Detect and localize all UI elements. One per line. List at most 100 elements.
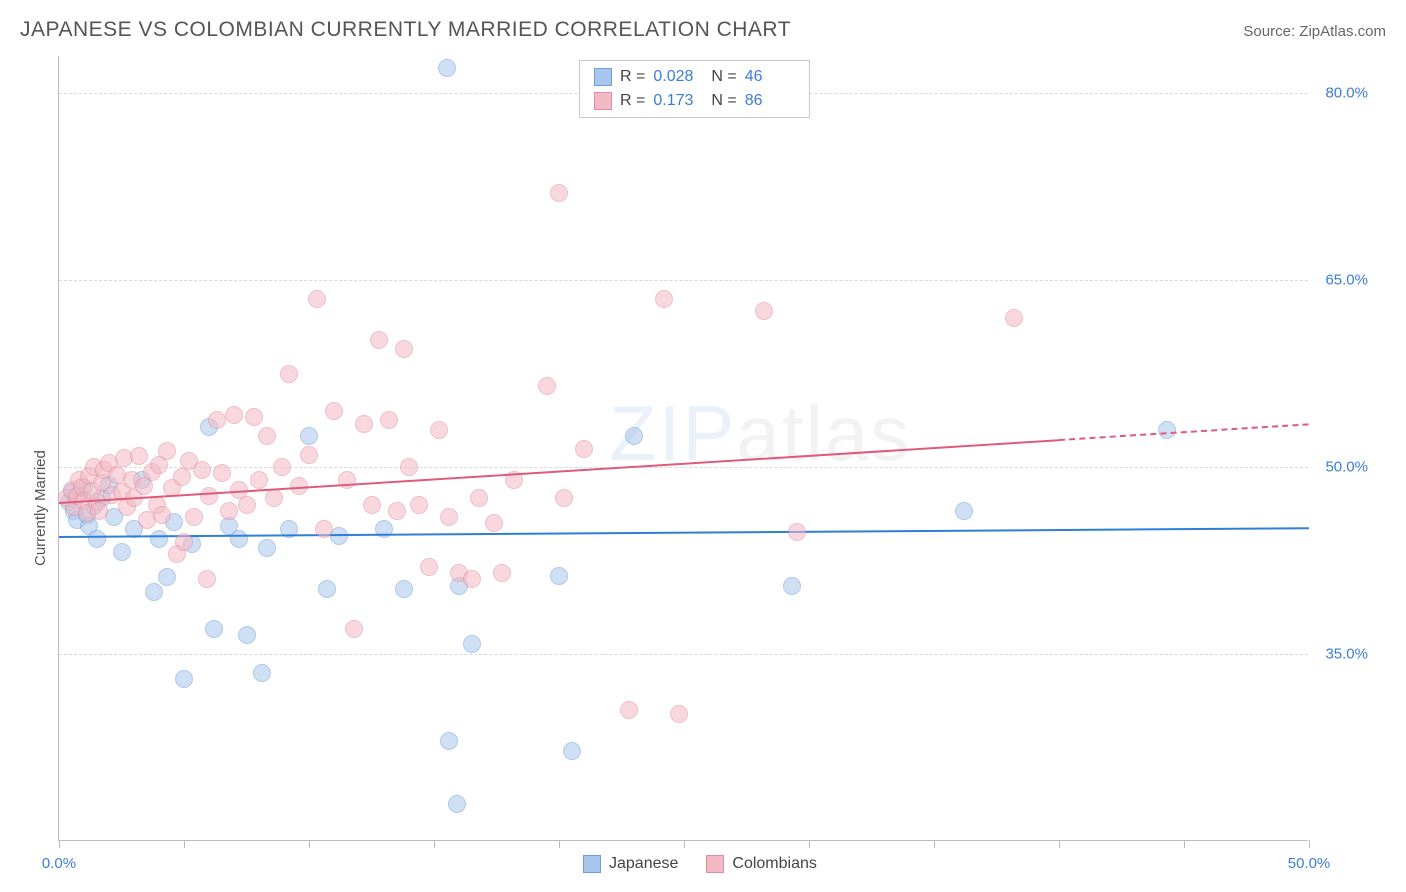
legend-r-label: R = (620, 68, 645, 86)
data-point-colombians (173, 468, 191, 486)
data-point-colombians (325, 402, 343, 420)
source-name: ZipAtlas.com (1299, 23, 1386, 40)
data-point-colombians (430, 421, 448, 439)
x-tick-mark (184, 840, 185, 848)
legend-series-item-japanese: Japanese (583, 855, 678, 873)
data-point-colombians (755, 302, 773, 320)
data-point-colombians (463, 570, 481, 588)
x-tick-mark (1309, 840, 1310, 848)
data-point-colombians (245, 408, 263, 426)
data-point-colombians (258, 427, 276, 445)
source-prefix: Source: (1243, 23, 1299, 40)
data-point-colombians (250, 471, 268, 489)
data-point-japanese (438, 59, 456, 77)
data-point-japanese (230, 530, 248, 548)
data-point-colombians (388, 502, 406, 520)
data-point-colombians (550, 184, 568, 202)
legend-n-label: N = (711, 92, 736, 110)
data-point-colombians (380, 411, 398, 429)
data-point-japanese (625, 427, 643, 445)
legend-series-item-colombians: Colombians (706, 855, 816, 873)
y-tick-label: 80.0% (1325, 85, 1368, 102)
data-point-colombians (158, 442, 176, 460)
x-tick-mark (934, 840, 935, 848)
data-point-colombians (308, 290, 326, 308)
legend-swatch-colombians (706, 855, 724, 873)
gridline (59, 280, 1308, 281)
legend-n-label: N = (711, 68, 736, 86)
legend-series-label: Colombians (732, 855, 816, 873)
data-point-colombians (300, 446, 318, 464)
data-point-colombians (185, 508, 203, 526)
legend-swatch-japanese (594, 68, 612, 86)
data-point-japanese (258, 539, 276, 557)
x-tick-mark (684, 840, 685, 848)
data-point-colombians (220, 502, 238, 520)
x-tick-label: 50.0% (1288, 855, 1331, 872)
data-point-colombians (238, 496, 256, 514)
x-tick-mark (59, 840, 60, 848)
data-point-japanese (113, 543, 131, 561)
data-point-japanese (550, 567, 568, 585)
trend-line-japanese (59, 527, 1309, 538)
data-point-japanese (1158, 421, 1176, 439)
data-point-japanese (238, 626, 256, 644)
gridline (59, 467, 1308, 468)
data-point-colombians (370, 331, 388, 349)
x-tick-mark (434, 840, 435, 848)
data-point-colombians (315, 520, 333, 538)
data-point-japanese (463, 635, 481, 653)
data-point-japanese (175, 670, 193, 688)
data-point-colombians (788, 523, 806, 541)
legend-series: Japanese Colombians (583, 855, 817, 873)
data-point-colombians (225, 406, 243, 424)
legend-r-label: R = (620, 92, 645, 110)
legend-stats-row-colombians: R = 0.173 N = 86 (580, 89, 809, 113)
data-point-colombians (363, 496, 381, 514)
data-point-colombians (153, 506, 171, 524)
data-point-japanese (150, 530, 168, 548)
x-tick-label: 0.0% (42, 855, 76, 872)
data-point-japanese (253, 664, 271, 682)
scatter-chart: Currently Married 35.0%50.0%65.0%80.0%0.… (20, 56, 1386, 886)
data-point-japanese (440, 732, 458, 750)
legend-n-value: 86 (745, 92, 795, 110)
plot-area: 35.0%50.0%65.0%80.0%0.0%50.0%ZIPatlasR =… (58, 56, 1308, 841)
data-point-colombians (213, 464, 231, 482)
data-point-colombians (265, 489, 283, 507)
data-point-japanese (88, 530, 106, 548)
x-tick-mark (1059, 840, 1060, 848)
data-point-japanese (448, 795, 466, 813)
data-point-colombians (400, 458, 418, 476)
y-tick-label: 65.0% (1325, 272, 1368, 289)
legend-stats: R =0.028N =46R =0.173N =86 (579, 60, 810, 118)
gridline (59, 654, 1308, 655)
y-tick-label: 50.0% (1325, 459, 1368, 476)
data-point-colombians (355, 415, 373, 433)
x-tick-mark (809, 840, 810, 848)
data-point-colombians (198, 570, 216, 588)
data-point-japanese (783, 577, 801, 595)
data-point-colombians (440, 508, 458, 526)
x-tick-mark (1184, 840, 1185, 848)
data-point-colombians (90, 502, 108, 520)
data-point-colombians (280, 365, 298, 383)
legend-stats-row-japanese: R =0.028N =46 (580, 65, 809, 89)
data-point-colombians (493, 564, 511, 582)
chart-title: JAPANESE VS COLOMBIAN CURRENTLY MARRIED … (20, 18, 791, 42)
data-point-japanese (395, 580, 413, 598)
data-point-japanese (205, 620, 223, 638)
data-point-colombians (655, 290, 673, 308)
data-point-japanese (955, 502, 973, 520)
data-point-colombians (485, 514, 503, 532)
data-point-colombians (208, 411, 226, 429)
data-point-japanese (300, 427, 318, 445)
data-point-colombians (1005, 309, 1023, 327)
legend-n-value: 46 (745, 68, 795, 86)
legend-r-value: 0.173 (653, 92, 703, 110)
data-point-colombians (575, 440, 593, 458)
data-point-colombians (420, 558, 438, 576)
data-point-japanese (158, 568, 176, 586)
trend-line-colombians (1059, 424, 1309, 442)
data-point-colombians (620, 701, 638, 719)
